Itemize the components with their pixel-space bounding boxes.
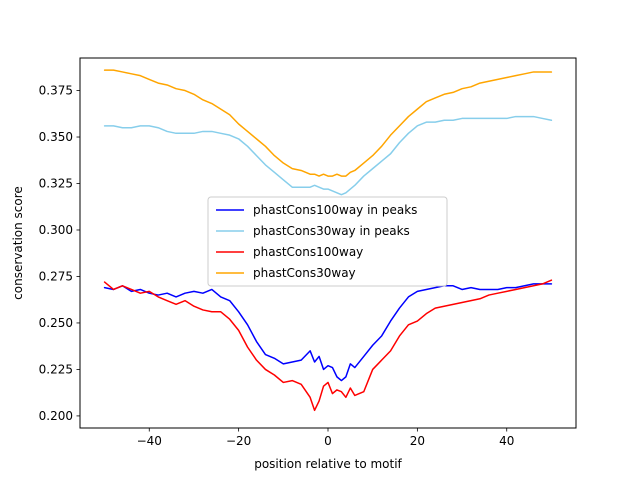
x-axis-label: position relative to motif — [254, 457, 402, 471]
y-axis: 0.200 0.225 0.250 0.275 0.300 0.325 0.350 0.375 — [39, 84, 80, 423]
series-line-2 — [103, 279, 553, 412]
y-tick-label: 0.250 — [39, 316, 73, 330]
x-tick-label: 0 — [324, 434, 332, 448]
y-axis-label: conservation score — [11, 186, 25, 300]
y-tick-label: 0.325 — [39, 177, 73, 191]
x-tick-label: 20 — [410, 434, 425, 448]
y-tick-label: 0.300 — [39, 223, 73, 237]
legend-label-2: phastCons100way — [253, 245, 363, 259]
y-tick-label: 0.350 — [39, 130, 73, 144]
legend-label-1: phastCons30way in peaks — [253, 224, 410, 238]
y-tick-label: 0.275 — [39, 269, 73, 283]
y-tick-label: 0.200 — [39, 409, 73, 423]
legend: phastCons100way in peaks phastCons30way i… — [207, 196, 448, 287]
series-layer — [103, 69, 553, 412]
legend-label-0: phastCons100way in peaks — [253, 203, 417, 217]
y-tick-label: 0.375 — [39, 84, 73, 98]
series-line-1 — [103, 115, 553, 196]
x-axis: −40 −20 0 20 40 — [137, 428, 514, 448]
y-tick-label: 0.225 — [39, 362, 73, 376]
x-tick-label: −20 — [226, 434, 251, 448]
x-tick-label: −40 — [137, 434, 162, 448]
series-line-0 — [103, 283, 553, 382]
legend-label-3: phastCons30way — [253, 266, 356, 280]
legend-box — [207, 196, 448, 287]
series-line-3 — [103, 69, 553, 177]
x-tick-label: 40 — [499, 434, 514, 448]
